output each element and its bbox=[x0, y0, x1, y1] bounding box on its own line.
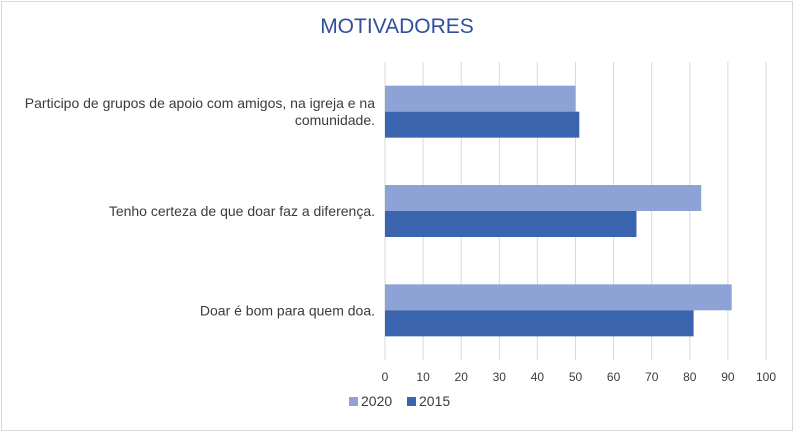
x-tick-label: 80 bbox=[683, 370, 697, 384]
bars bbox=[385, 85, 732, 337]
x-tick-label: 60 bbox=[607, 370, 621, 384]
legend-swatch-2015 bbox=[407, 397, 416, 406]
category-label: comunidade. bbox=[295, 112, 375, 128]
bar-2015 bbox=[385, 310, 694, 337]
bar-2020 bbox=[385, 284, 732, 311]
x-tick-label: 50 bbox=[569, 370, 583, 384]
category-label: Tenho certeza de que doar faz a diferenç… bbox=[109, 203, 375, 219]
chart-frame: MOTIVADORES Participo de grupos de apoio… bbox=[1, 1, 793, 431]
legend-swatch-2020 bbox=[349, 397, 358, 406]
x-axis-tick-labels: 0 10 20 30 40 50 60 70 80 90 100 bbox=[382, 370, 777, 384]
legend: 2020 2015 bbox=[349, 393, 450, 409]
x-tick-label: 10 bbox=[416, 370, 430, 384]
category-label: Doar é bom para quem doa. bbox=[200, 302, 375, 318]
legend-label: 2020 bbox=[361, 393, 392, 409]
bar-2015 bbox=[385, 111, 580, 138]
bar-chart: MOTIVADORES Participo de grupos de apoio… bbox=[25, 15, 777, 409]
x-tick-label: 90 bbox=[721, 370, 735, 384]
x-tick-label: 30 bbox=[493, 370, 507, 384]
chart-title: MOTIVADORES bbox=[320, 15, 474, 38]
category-label: Participo de grupos de apoio com amigos,… bbox=[25, 95, 375, 111]
x-tick-label: 40 bbox=[531, 370, 545, 384]
x-tick-label: 70 bbox=[645, 370, 659, 384]
bar-2020 bbox=[385, 85, 576, 112]
x-tick-label: 20 bbox=[455, 370, 469, 384]
legend-label: 2015 bbox=[419, 393, 450, 409]
x-tick-label: 100 bbox=[756, 370, 776, 384]
bar-2020 bbox=[385, 185, 702, 211]
x-tick-label: 0 bbox=[382, 370, 389, 384]
bar-2015 bbox=[385, 211, 637, 237]
category-labels: Participo de grupos de apoio com amigos,… bbox=[25, 95, 375, 318]
